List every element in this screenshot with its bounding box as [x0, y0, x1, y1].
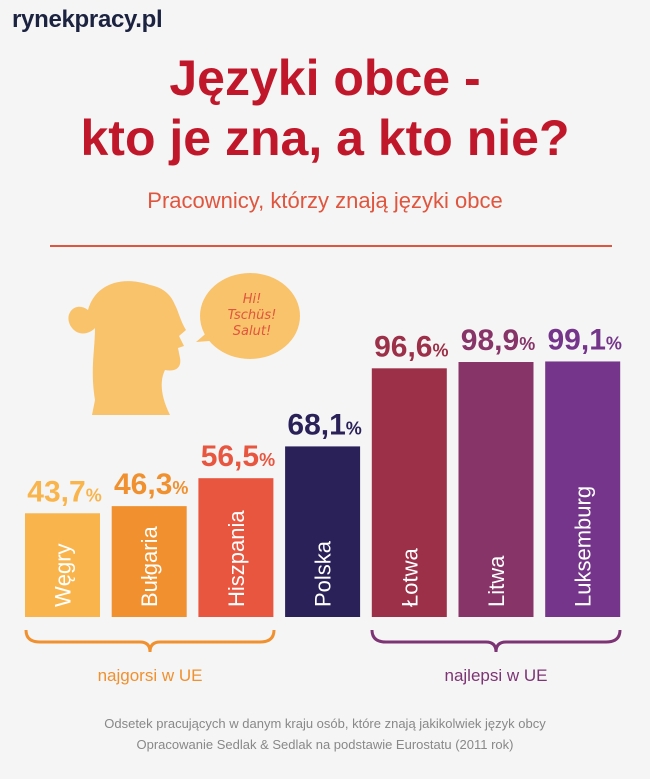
- category-label: Luksemburg: [571, 486, 596, 607]
- bar-hiszpania: [198, 478, 274, 617]
- category-label: Litwa: [484, 555, 509, 607]
- footnote-description: Odsetek pracujących w danym kraju osób, …: [104, 716, 546, 731]
- category-label: Hiszpania: [224, 510, 249, 607]
- bar-luksemburg: [545, 361, 621, 617]
- category-label: Łotwa: [397, 548, 422, 607]
- chart-subtitle: Pracownicy, którzy znają języki obce: [147, 188, 503, 213]
- value-label: 98,9%: [461, 324, 535, 357]
- value-label: 46,3%: [114, 468, 188, 501]
- logo: rynekpracy.pl: [12, 6, 163, 33]
- value-label: 96,6%: [374, 330, 448, 363]
- worst-group-label: najgorsi w UE: [97, 666, 203, 685]
- bar-litwa: [458, 362, 534, 617]
- page-title: Języki obce - kto je zna, a kto nie?: [0, 48, 650, 168]
- bubble-text-3: Salut!: [233, 324, 271, 339]
- title-line-1: Języki obce -: [169, 50, 481, 106]
- value-label: 68,1%: [287, 408, 361, 441]
- footnote-source: Opracowanie Sedlak & Sedlak na podstawie…: [136, 737, 514, 752]
- best-group-brace: [370, 629, 622, 653]
- bubble-text-2: Tschüs!: [228, 308, 277, 323]
- bubble-text-1: Hi!: [243, 292, 262, 307]
- best-group-label: najlepsi w UE: [444, 666, 548, 685]
- woman-head-icon: [68, 281, 186, 415]
- bar-polska: [285, 446, 361, 617]
- bar-bułgaria: [111, 506, 187, 617]
- category-label: Bułgaria: [137, 526, 162, 607]
- category-label: Węgry: [51, 543, 76, 607]
- title-line-2: kto je zna, a kto nie?: [80, 110, 570, 166]
- category-label: Polska: [311, 540, 336, 607]
- divider: [50, 245, 612, 247]
- bar-łotwa: [371, 368, 447, 617]
- worst-group-brace: [24, 629, 276, 653]
- value-label: 99,1%: [547, 323, 621, 356]
- bar-węgry: [25, 513, 100, 617]
- value-label: 56,5%: [201, 440, 275, 473]
- value-label: 43,7%: [27, 475, 101, 508]
- speech-bubble-icon: Hi! Tschüs! Salut!: [196, 273, 300, 359]
